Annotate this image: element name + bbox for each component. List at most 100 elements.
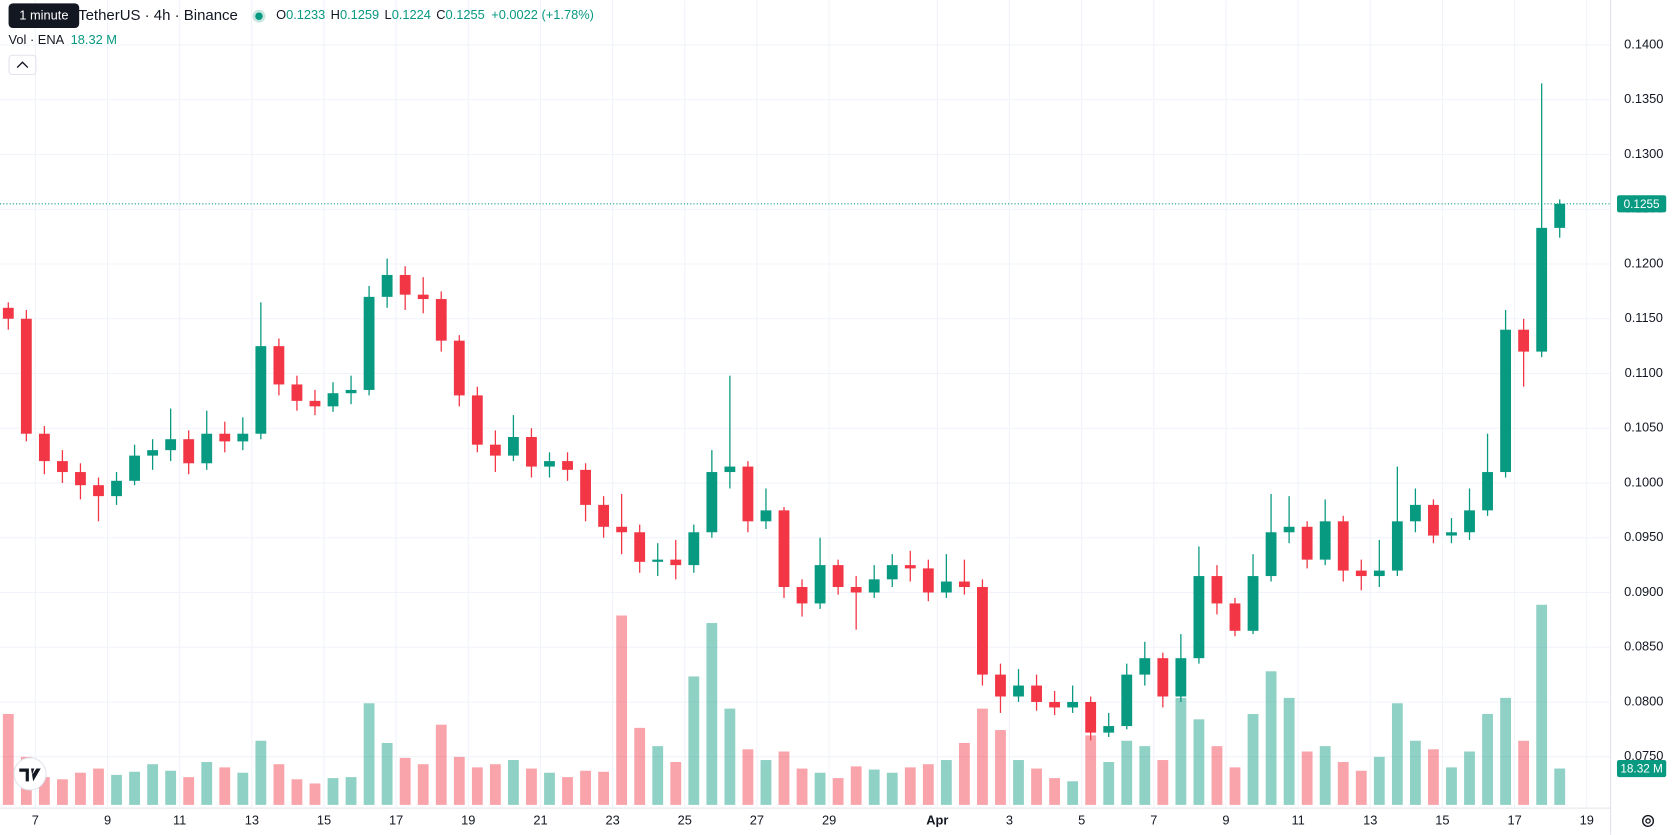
volume-bar xyxy=(652,746,664,805)
volume-bar xyxy=(291,779,303,805)
x-tick-label: 11 xyxy=(1291,812,1304,827)
candle-body xyxy=(417,294,429,300)
volume-bar xyxy=(886,772,898,805)
candle-body xyxy=(57,461,68,473)
candle-body xyxy=(1067,701,1079,708)
volume-bar xyxy=(634,727,646,805)
candle-body xyxy=(201,433,213,464)
volume-bar xyxy=(1085,735,1097,805)
o-label: O xyxy=(276,8,286,23)
x-tick-label: 19 xyxy=(1580,812,1594,827)
symbol: TetherUS · 4h · Binance xyxy=(78,7,238,24)
volume-bar xyxy=(526,768,537,805)
volume-bar xyxy=(904,767,916,805)
volume-bar xyxy=(1355,770,1367,805)
volume-bar xyxy=(544,772,555,805)
candle-body xyxy=(147,450,159,456)
x-tick-label: 17 xyxy=(389,812,403,827)
candle-body xyxy=(832,565,844,588)
candle-body xyxy=(1428,504,1439,536)
candle-body xyxy=(995,674,1006,697)
volume-bar xyxy=(778,751,790,805)
settings-icon[interactable] xyxy=(1641,814,1655,827)
volume-bar xyxy=(1265,671,1277,805)
candle-body xyxy=(922,568,934,593)
volume-bar xyxy=(832,778,844,805)
candle-body xyxy=(1554,203,1566,228)
candle-body xyxy=(1229,603,1241,631)
volume-bar xyxy=(2,713,14,805)
candle-body xyxy=(93,485,104,497)
candle-body xyxy=(1013,685,1024,697)
volume-bar xyxy=(670,762,682,805)
volume-bar xyxy=(814,772,826,805)
volume-tag xyxy=(1617,759,1667,778)
volume-bar xyxy=(57,779,68,805)
volume-bar xyxy=(363,703,375,805)
candle-body xyxy=(219,433,231,442)
candle-body xyxy=(1175,658,1187,697)
candle-body xyxy=(526,437,537,467)
volume-layer xyxy=(2,604,1566,805)
volume-bar xyxy=(327,778,339,805)
candle-body xyxy=(1409,504,1421,522)
volume-bar xyxy=(1157,760,1169,805)
candle-body xyxy=(309,400,321,407)
last-price-tag xyxy=(1617,195,1667,213)
x-tick-label: 19 xyxy=(461,812,475,827)
candle-body xyxy=(273,346,285,385)
collapse-button[interactable] xyxy=(8,54,37,76)
volume-bar xyxy=(1193,719,1205,805)
candle-body xyxy=(183,439,195,464)
volume-bar xyxy=(471,767,483,805)
volume-bar xyxy=(1013,760,1024,805)
candle-body xyxy=(129,455,140,481)
x-tick-label: 7 xyxy=(32,812,39,827)
candle-body xyxy=(904,565,916,569)
candle-body xyxy=(1482,472,1493,511)
volume-bar xyxy=(922,764,934,805)
candle-body xyxy=(1193,576,1205,659)
volume-bar xyxy=(273,764,285,805)
candle-body xyxy=(652,559,664,562)
y-tick-label: 0.0850 xyxy=(1624,639,1663,654)
candle-body xyxy=(327,393,339,407)
candle-body xyxy=(886,565,898,580)
volume-bar xyxy=(958,742,970,805)
volume-bar xyxy=(435,724,447,805)
volume-bar xyxy=(1391,703,1403,805)
volume-bar xyxy=(1518,740,1530,805)
x-tick-label: Apr xyxy=(926,812,948,827)
volume-bar xyxy=(201,762,213,805)
volume-bar xyxy=(1409,740,1421,805)
candle-body xyxy=(670,559,682,566)
candle-body xyxy=(1500,329,1512,473)
candle-body xyxy=(1518,329,1530,352)
volume-bar xyxy=(1229,767,1241,805)
legend: TetherUS · 4h · Binance O0.1233 H0.1259 L0… xyxy=(8,3,594,76)
candle-body xyxy=(1121,674,1133,727)
candle-body xyxy=(1464,510,1475,533)
settings[interactable] xyxy=(1641,814,1655,827)
l-value: 0.1224 xyxy=(392,8,431,23)
volume-bar xyxy=(183,777,195,805)
candle-body xyxy=(778,510,790,588)
volume-bar xyxy=(75,772,86,805)
status-dot xyxy=(255,12,263,20)
volume-bar xyxy=(1500,697,1512,805)
candle-body xyxy=(165,439,177,451)
candle-body xyxy=(977,587,988,675)
volume-bar xyxy=(1337,762,1349,805)
candle-body xyxy=(1031,685,1042,702)
volume-bar xyxy=(796,768,808,805)
x-tick-label: 23 xyxy=(605,812,619,827)
candle-body xyxy=(1247,576,1259,631)
candle-body xyxy=(1355,570,1367,577)
candle-body xyxy=(111,480,122,497)
y-tick-label: 0.1200 xyxy=(1624,255,1663,270)
x-tick-label: 9 xyxy=(1222,812,1229,827)
volume-bar xyxy=(742,749,754,805)
volume-bar xyxy=(1428,749,1439,805)
x-tick-label: 9 xyxy=(104,812,111,827)
